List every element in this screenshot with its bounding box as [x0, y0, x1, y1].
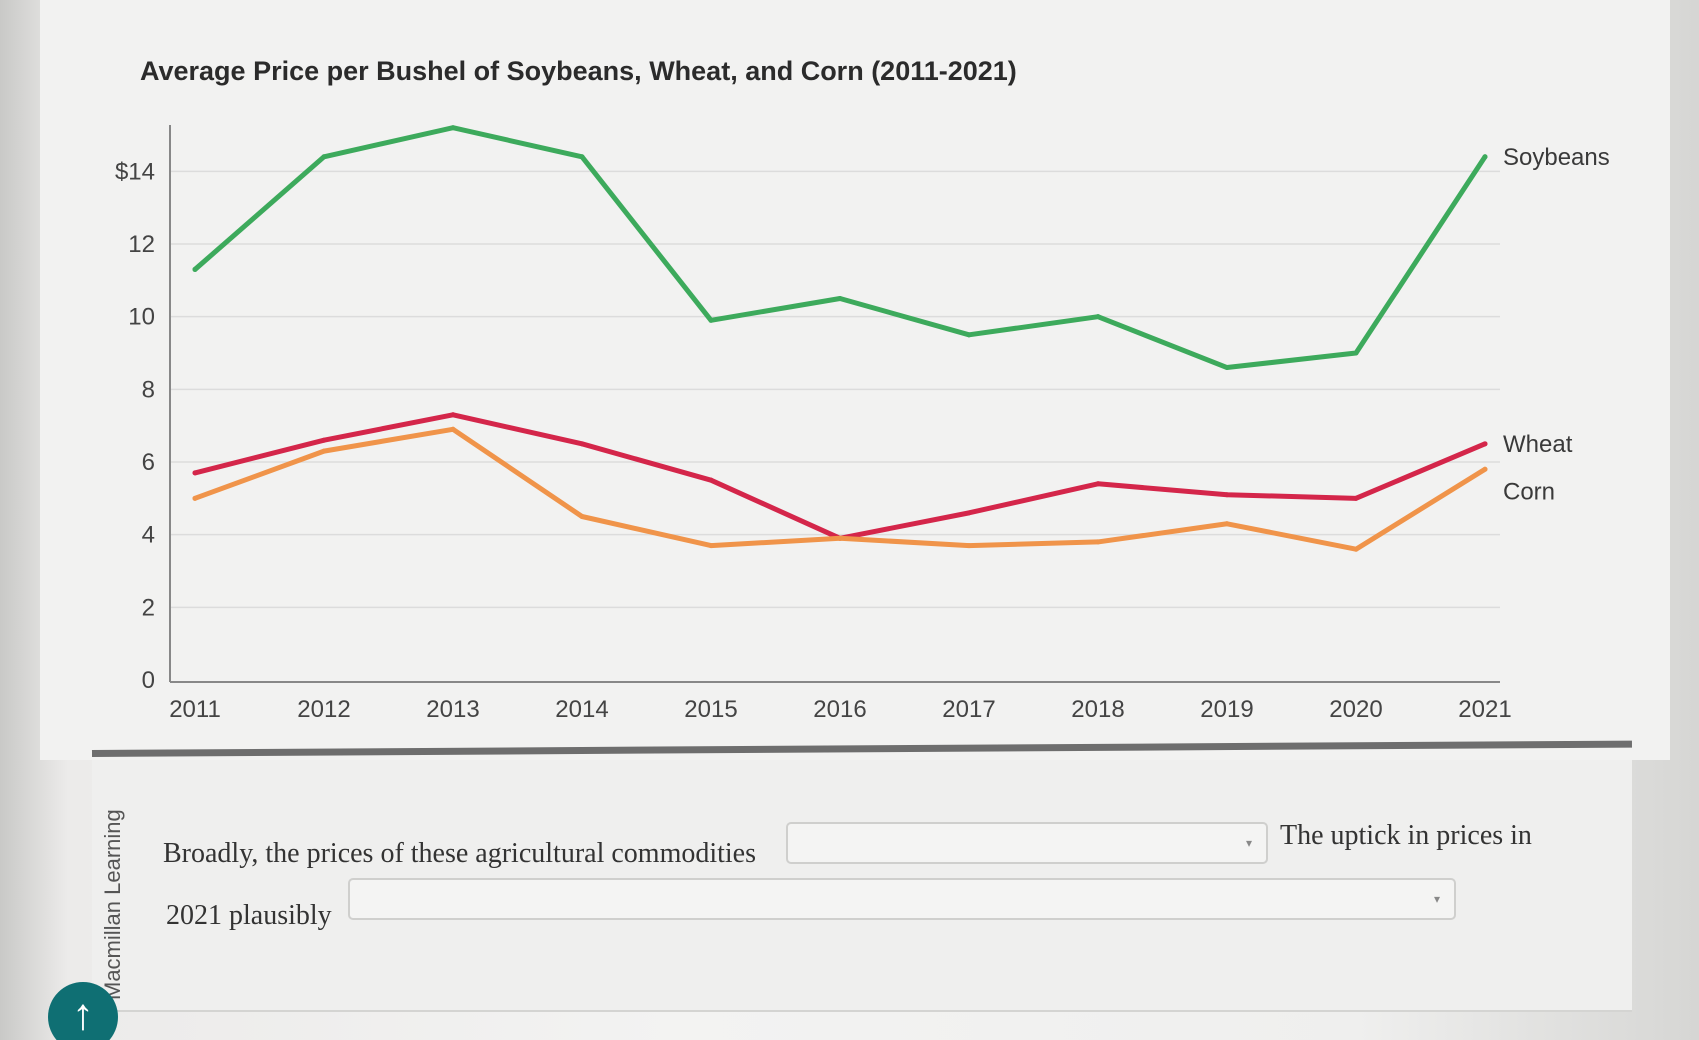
- x-tick-label: 2013: [426, 696, 479, 723]
- x-tick-label: 2014: [555, 696, 608, 723]
- arrow-up-icon: ↑: [72, 990, 94, 1039]
- data-point-wheat: [1482, 441, 1488, 447]
- data-point-wheat: [450, 412, 456, 418]
- series-label-soybeans: Soybeans: [1503, 144, 1610, 171]
- question-sentence-3: 2021 plausibly: [166, 900, 332, 931]
- data-point-soybeans: [1095, 314, 1101, 320]
- data-point-wheat: [708, 477, 714, 483]
- data-point-soybeans: [192, 266, 198, 272]
- vendor-label: Macmillan Learning: [100, 809, 125, 1000]
- x-tick-label: 2012: [297, 696, 350, 723]
- data-point-soybeans: [450, 125, 456, 131]
- question-sentence-1: Broadly, the prices of these agricultura…: [163, 838, 757, 869]
- y-tick-label: 6: [142, 449, 155, 476]
- data-point-soybeans: [1482, 154, 1488, 160]
- series-line-corn: [192, 426, 1488, 552]
- chevron-down-icon: ▾: [1245, 836, 1252, 850]
- data-point-soybeans: [321, 154, 327, 160]
- scroll-to-top-button[interactable]: ↑: [48, 982, 118, 1040]
- data-point-soybeans: [708, 317, 714, 323]
- x-tick-label: 2020: [1329, 696, 1382, 723]
- data-point-wheat: [1095, 481, 1101, 487]
- data-point-wheat: [321, 437, 327, 443]
- x-tick-label: 2018: [1071, 696, 1124, 723]
- data-point-soybeans: [1353, 350, 1359, 356]
- data-point-corn: [837, 535, 843, 541]
- y-tick-label: $14: [115, 158, 155, 185]
- question-sentence-2: The uptick in prices in: [1280, 820, 1532, 851]
- data-point-corn: [321, 448, 327, 454]
- data-point-wheat: [966, 510, 972, 516]
- y-tick-label: 12: [128, 231, 155, 258]
- answer-dropdown-1[interactable]: ▾: [786, 822, 1268, 864]
- data-point-soybeans: [579, 154, 585, 160]
- data-point-wheat: [1353, 495, 1359, 501]
- y-tick-label: 0: [142, 667, 155, 694]
- data-point-wheat: [192, 470, 198, 476]
- x-tick-label: 2017: [942, 696, 995, 723]
- y-tick-label: 2: [142, 594, 155, 621]
- series-label-corn: Corn: [1503, 478, 1555, 505]
- y-tick-label: 8: [142, 376, 155, 403]
- data-point-corn: [450, 426, 456, 432]
- x-tick-label: 2021: [1458, 696, 1511, 723]
- series-label-wheat: Wheat: [1503, 431, 1573, 458]
- x-tick-label: 2011: [169, 696, 221, 723]
- data-point-corn: [1095, 539, 1101, 545]
- x-tick-label: 2016: [813, 696, 866, 723]
- data-point-corn: [192, 495, 198, 501]
- data-point-corn: [1224, 521, 1230, 527]
- data-point-soybeans: [966, 332, 972, 338]
- data-point-corn: [579, 514, 585, 519]
- x-tick-label: 2015: [684, 696, 737, 723]
- data-point-wheat: [1224, 492, 1230, 498]
- chart-title: Average Price per Bushel of Soybeans, Wh…: [140, 56, 1017, 86]
- data-point-soybeans: [1224, 365, 1230, 371]
- data-point-soybeans: [837, 296, 843, 301]
- y-tick-label: 10: [128, 304, 155, 331]
- x-tick-label: 2019: [1200, 696, 1253, 723]
- chevron-down-icon: ▾: [1433, 892, 1440, 906]
- data-point-corn: [966, 543, 972, 549]
- data-point-corn: [708, 543, 714, 549]
- data-point-corn: [1353, 546, 1359, 552]
- series-line-wheat: [192, 412, 1488, 541]
- series-line-soybeans: [192, 125, 1488, 371]
- answer-dropdown-2[interactable]: ▾: [348, 878, 1456, 920]
- data-point-wheat: [579, 441, 585, 447]
- data-point-corn: [1482, 466, 1488, 472]
- line-chart: 0 2 4 6 8 10 12 $14 2011 2012 2013 2014 2015 2016 2017…: [115, 125, 1610, 723]
- chart-panel: Average Price per Bushel of Soybeans, Wh…: [40, 0, 1670, 760]
- y-tick-label: 4: [142, 522, 155, 549]
